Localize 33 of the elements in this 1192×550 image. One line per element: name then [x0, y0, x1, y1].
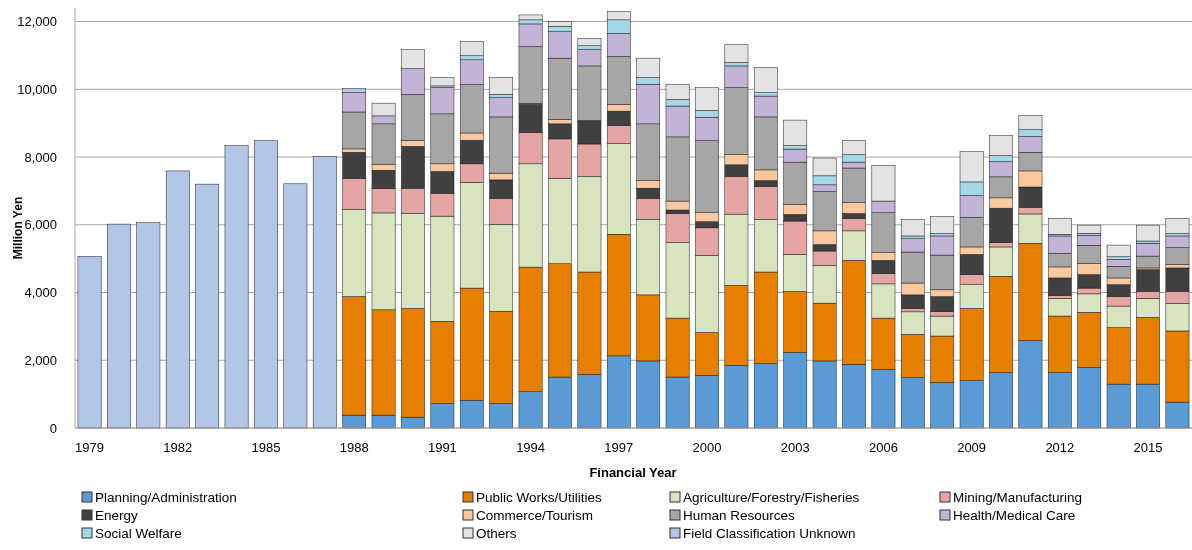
x-tick-label: 2015	[1133, 440, 1163, 455]
y-tick-label: 4,000	[24, 285, 57, 301]
legend-label: Energy	[95, 507, 139, 523]
y-tick-label: 10,000	[17, 81, 57, 97]
y-tick-label: 6,000	[24, 217, 57, 233]
x-tick-label: 1985	[251, 440, 281, 455]
legend-label: Planning/Administration	[95, 489, 237, 505]
y-tick-label: 12,000	[17, 14, 57, 30]
y-tick-label: 8,000	[24, 149, 57, 165]
x-tick-label: 2012	[1045, 440, 1075, 455]
x-tick-label: 2009	[957, 440, 987, 455]
legend-label: Commerce/Tourism	[476, 507, 594, 523]
x-axis-title: Financial Year	[589, 465, 677, 480]
y-tick-label: 0	[49, 420, 57, 436]
legend-label: Mining/Manufacturing	[953, 489, 1083, 505]
legend-label: Health/Medical Care	[953, 507, 1076, 523]
legend-label: Social Welfare	[95, 525, 182, 541]
legend-label: Agriculture/Forestry/Fisheries	[683, 489, 860, 505]
x-tick-label: 1982	[163, 440, 193, 455]
x-tick-label: 1979	[75, 440, 105, 455]
y-axis-title: Million Yen	[11, 196, 25, 260]
x-tick-label: 2006	[868, 440, 898, 455]
legend-label: Others	[476, 525, 517, 541]
y-tick-label: 2,000	[24, 352, 57, 368]
x-tick-label: 1988	[339, 440, 369, 455]
x-tick-label: 2003	[780, 440, 810, 455]
legend-label: Field Classification Unknown	[683, 525, 856, 541]
x-tick-label: 1997	[604, 440, 634, 455]
x-tick-label: 2000	[692, 440, 722, 455]
x-tick-label: 1991	[427, 440, 457, 455]
x-tick-label: 1994	[516, 440, 546, 455]
legend-label: Public Works/Utilities	[476, 489, 603, 505]
legend-label: Human Resources	[683, 507, 796, 523]
